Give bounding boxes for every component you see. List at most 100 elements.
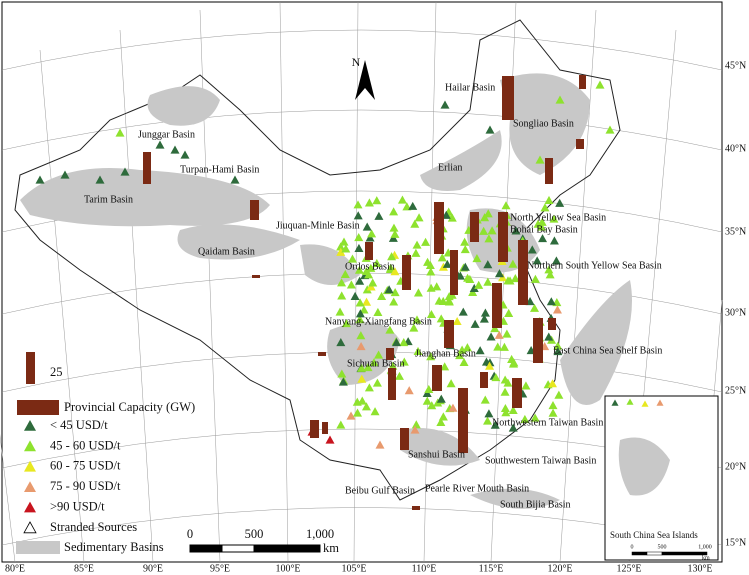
source-marker <box>372 258 382 267</box>
source-marker <box>341 318 351 328</box>
source-marker <box>484 234 494 243</box>
source-marker <box>544 195 554 205</box>
source-marker <box>354 265 364 274</box>
legend-label: >90 USD/t <box>50 499 105 513</box>
source-marker <box>385 264 395 273</box>
inset-scale-unit: km <box>702 555 710 561</box>
lon-label: 130°E <box>687 563 712 574</box>
capacity-bar <box>386 348 394 360</box>
source-marker <box>490 420 500 429</box>
source-marker <box>397 195 407 204</box>
source-marker <box>470 319 480 328</box>
basin-label: Turpan-Hami Basin <box>180 164 259 175</box>
source-marker <box>483 277 493 286</box>
source-marker <box>501 201 511 210</box>
source-marker <box>339 237 349 246</box>
legend-label: Provincial Capacity (GW) <box>64 400 195 414</box>
source-marker <box>458 307 468 316</box>
source-marker <box>438 296 448 305</box>
source-marker <box>501 408 511 417</box>
source-marker <box>353 211 363 220</box>
source-marker <box>35 175 45 184</box>
source-marker <box>520 414 530 423</box>
source-marker <box>422 396 432 405</box>
legend-basin-icon <box>16 541 60 554</box>
source-marker <box>656 399 664 406</box>
source-marker <box>337 369 347 378</box>
source-marker <box>485 125 495 134</box>
source-marker <box>549 214 559 223</box>
source-marker <box>509 359 519 368</box>
source-marker <box>440 362 450 371</box>
source-marker <box>336 247 346 256</box>
source-marker <box>504 308 514 318</box>
basin-label: Northern South Yellow Sea Basin <box>527 260 662 271</box>
source-marker <box>399 357 409 366</box>
source-marker <box>385 325 395 334</box>
source-marker <box>350 291 360 300</box>
source-marker <box>493 342 503 351</box>
lat-label: 25°N <box>725 385 746 396</box>
source-marker <box>369 358 379 367</box>
source-marker <box>230 175 240 184</box>
source-marker <box>475 346 485 355</box>
source-marker <box>389 207 399 216</box>
source-marker <box>353 200 363 209</box>
source-marker <box>611 399 619 406</box>
source-marker <box>373 307 383 317</box>
source-marker <box>538 234 548 243</box>
lat-label: 35°N <box>725 226 746 237</box>
capacity-bar <box>533 318 543 363</box>
legend-capacity-icon <box>17 400 59 415</box>
source-marker <box>483 260 493 269</box>
source-marker <box>448 403 458 412</box>
source-marker <box>546 297 556 306</box>
source-marker <box>427 401 437 410</box>
lat-label: 15°N <box>725 537 746 548</box>
basin-label: Jianghan Basin <box>415 348 476 359</box>
capacity-bar <box>432 365 442 391</box>
scale-bar-segment <box>189 544 223 553</box>
lat-label: 20°N <box>725 461 746 472</box>
basin-label: Jiuquan-Minle Basin <box>276 220 360 231</box>
source-marker <box>411 248 421 257</box>
source-marker <box>336 338 346 347</box>
basin-label: Tarim Basin <box>84 194 133 205</box>
basin-label: Qaidam Basin <box>198 246 255 257</box>
capacity-bar <box>318 352 326 356</box>
basin-label: Beibu Gulf Basin <box>345 485 415 496</box>
source-marker <box>511 226 521 235</box>
source-marker <box>364 383 374 392</box>
source-marker <box>353 408 363 417</box>
basin-label: Songliao Basin <box>513 118 574 129</box>
capacity-bar <box>579 75 586 89</box>
source-marker <box>23 521 37 534</box>
source-marker <box>404 386 414 395</box>
source-marker <box>341 244 351 253</box>
capacity-bar <box>548 318 556 330</box>
capacity-bar <box>512 378 522 408</box>
capacity-bar <box>518 240 528 305</box>
source-marker <box>485 361 495 370</box>
source-marker <box>355 309 365 318</box>
source-marker <box>424 384 434 394</box>
source-marker <box>460 237 470 246</box>
source-marker <box>377 291 387 301</box>
source-marker <box>389 223 399 232</box>
source-marker <box>553 341 563 350</box>
source-marker <box>527 245 537 254</box>
source-marker <box>508 423 518 432</box>
source-marker <box>537 217 547 226</box>
source-marker <box>472 254 482 263</box>
source-marker <box>115 128 125 137</box>
lon-label: 125°E <box>616 563 641 574</box>
source-marker <box>411 420 421 429</box>
inset-scale-label: 500 <box>658 544 667 550</box>
basin-label: Erlian <box>438 162 462 173</box>
source-marker <box>409 323 419 332</box>
source-marker <box>487 226 497 235</box>
source-marker <box>355 276 365 285</box>
scale-bar-segment <box>253 544 321 553</box>
lat-label: 30°N <box>725 307 746 318</box>
